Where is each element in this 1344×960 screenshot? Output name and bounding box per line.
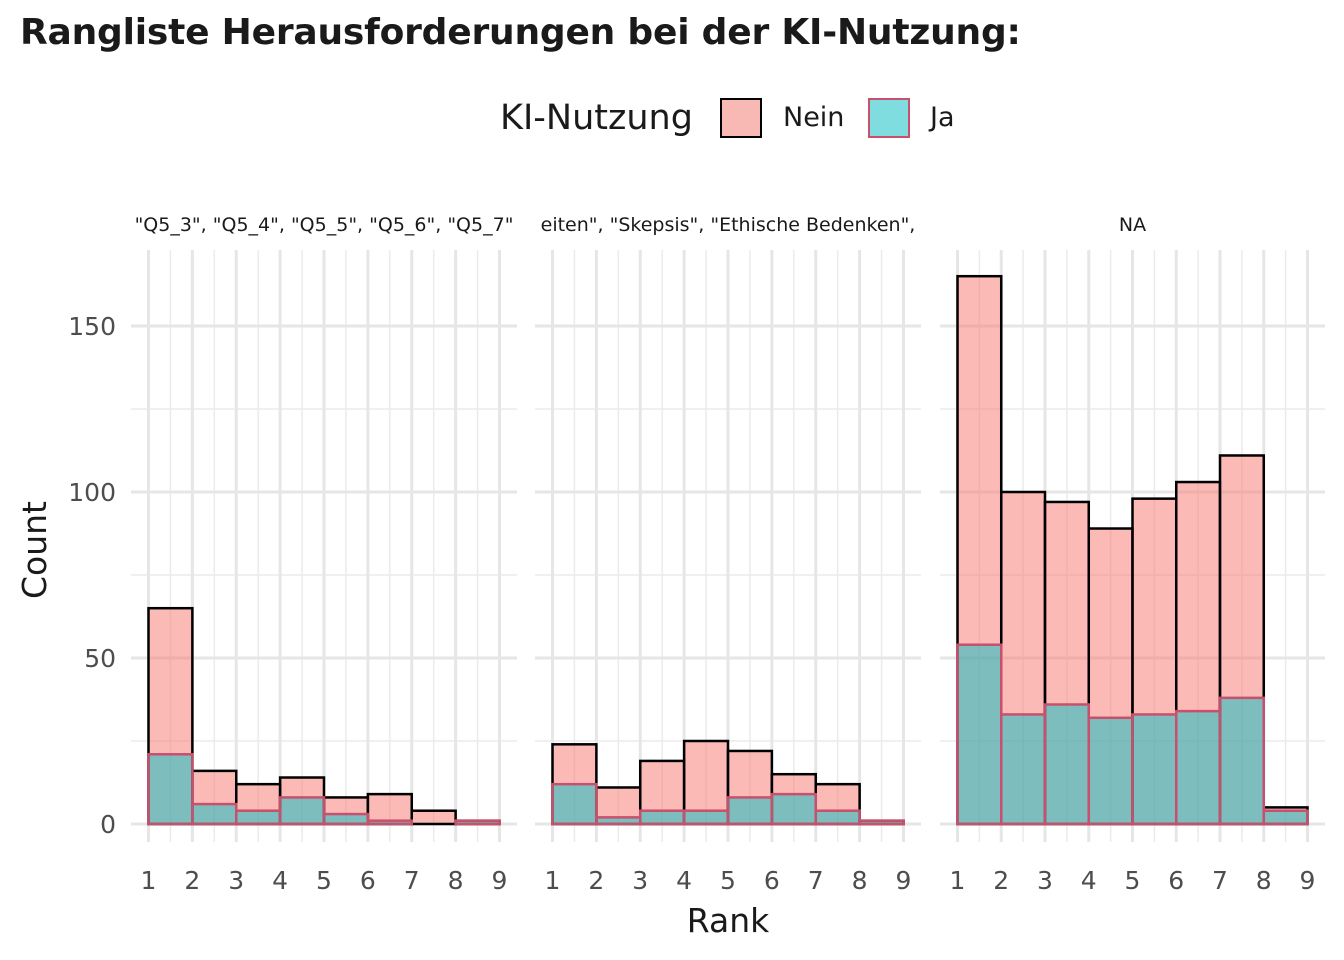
x-tick-label: 9 — [896, 866, 912, 895]
x-tick-label: 6 — [764, 866, 780, 895]
bar-ja — [322, 812, 370, 826]
x-tick-label: 2 — [993, 866, 1009, 895]
bar-ja — [770, 792, 817, 826]
legend-key-nein — [720, 98, 762, 138]
bar-nein — [366, 792, 413, 826]
x-tick-label: 3 — [632, 866, 648, 895]
y-tick-label: 150 — [68, 312, 116, 341]
bar-ja — [366, 819, 413, 826]
x-tick-label: 1 — [545, 866, 561, 895]
y-tick-label: 0 — [100, 810, 116, 839]
bar-ja — [1043, 703, 1090, 826]
bar-ja — [551, 782, 598, 826]
y-tick-label: 100 — [68, 478, 116, 507]
chart-title: Rangliste Herausforderungen bei der KI-N… — [20, 12, 1021, 53]
x-tick-label: 2 — [184, 866, 200, 895]
legend: KI-Nutzung Nein Ja — [0, 92, 1344, 148]
x-tick-label: 5 — [1125, 866, 1141, 895]
legend-key-ja — [868, 98, 910, 138]
legend-title: KI-Nutzung — [500, 98, 693, 138]
legend-label-ja: Ja — [930, 102, 955, 133]
bar-ja — [956, 643, 1003, 826]
facet-strip-label: NA — [1119, 214, 1146, 236]
x-tick-label: 1 — [950, 866, 966, 895]
x-tick-label: 8 — [1256, 866, 1272, 895]
x-tick-label: 5 — [316, 866, 332, 895]
x-tick-label: 4 — [1081, 866, 1097, 895]
x-tick-label: 7 — [1212, 866, 1228, 895]
facet-strip-label: eiten", "Skepsis", "Ethische Bedenken", — [541, 214, 916, 236]
x-tick-label: 3 — [1037, 866, 1053, 895]
bar-ja — [1000, 713, 1047, 826]
x-tick-label: 7 — [808, 866, 824, 895]
bar-ja — [639, 809, 686, 826]
bar-ja — [858, 819, 905, 826]
bar-nein — [410, 809, 457, 826]
x-tick-label: 4 — [272, 866, 288, 895]
bar-ja — [726, 796, 774, 826]
bar-ja — [1218, 696, 1265, 826]
x-tick-label: 8 — [448, 866, 464, 895]
x-tick-label: 3 — [228, 866, 244, 895]
x-tick-label: 6 — [1168, 866, 1184, 895]
bar-ja — [147, 753, 194, 826]
bar-ja — [278, 796, 326, 826]
bar-ja — [1131, 713, 1178, 826]
x-tick-label: 4 — [676, 866, 692, 895]
bar-ja — [1175, 709, 1222, 826]
bar-ja — [235, 809, 282, 826]
x-tick-label: 1 — [141, 866, 157, 895]
bar-ja — [814, 809, 861, 826]
x-tick-label: 7 — [404, 866, 420, 895]
x-tick-label: 9 — [492, 866, 508, 895]
bar-ja — [595, 816, 642, 826]
bar-ja — [191, 802, 238, 826]
x-tick-label: 9 — [1300, 866, 1316, 895]
facet-strip-label: "Q5_3", "Q5_4", "Q5_5", "Q5_6", "Q5_7" — [135, 214, 514, 236]
bar-ja — [682, 809, 730, 826]
x-tick-label: 2 — [588, 866, 604, 895]
x-axis-title: Rank — [687, 901, 770, 940]
bar-ja — [1087, 716, 1134, 826]
bar-ja — [454, 819, 501, 826]
x-tick-label: 5 — [720, 866, 736, 895]
y-tick-label: 50 — [84, 644, 116, 673]
bar-ja — [1262, 809, 1309, 826]
y-axis-title: Count — [15, 501, 54, 599]
x-tick-label: 8 — [852, 866, 868, 895]
legend-label-nein: Nein — [783, 102, 845, 133]
x-tick-label: 6 — [360, 866, 376, 895]
